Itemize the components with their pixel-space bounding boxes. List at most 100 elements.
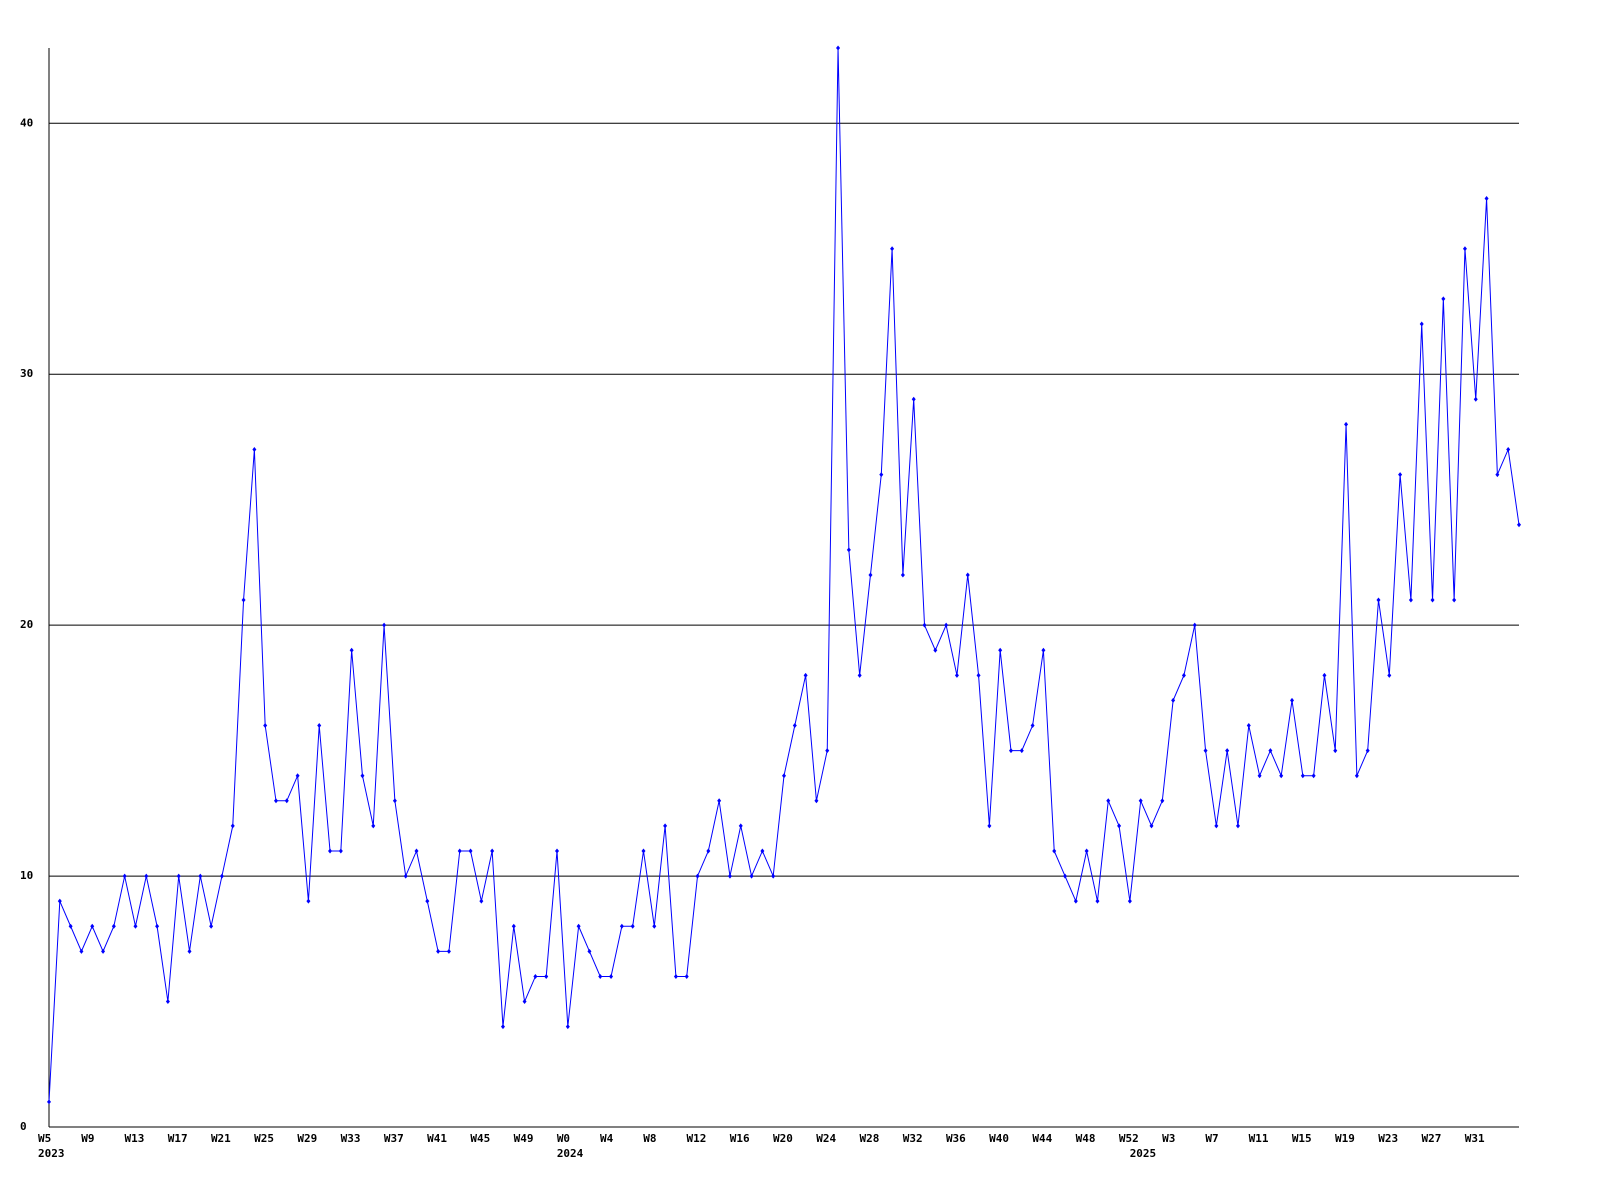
point-marker <box>706 848 711 854</box>
point-marker <box>511 923 516 929</box>
point-marker <box>209 923 214 929</box>
point-marker <box>1473 396 1478 402</box>
point-marker <box>836 45 841 51</box>
point-marker <box>771 873 776 879</box>
x-tick-label: W27 <box>1422 1132 1442 1145</box>
point-marker <box>198 873 203 879</box>
point-marker <box>641 848 646 854</box>
point-marker <box>1203 748 1208 754</box>
x-tick-label: W15 <box>1292 1132 1312 1145</box>
point-marker <box>155 923 160 929</box>
point-marker <box>90 923 95 929</box>
x-tick-label: W28 <box>859 1132 879 1145</box>
point-marker <box>403 873 408 879</box>
point-marker <box>349 647 354 653</box>
point-marker <box>1484 196 1489 202</box>
point-marker <box>263 723 268 729</box>
point-marker <box>1441 296 1446 302</box>
point-marker <box>695 873 700 879</box>
point-marker <box>425 898 430 904</box>
point-marker <box>1517 522 1521 528</box>
point-marker <box>457 848 462 854</box>
point-marker <box>382 622 387 628</box>
point-marker <box>1181 672 1186 678</box>
point-marker <box>468 848 473 854</box>
point-marker <box>1160 798 1165 804</box>
point-marker <box>1225 748 1230 754</box>
point-marker <box>1354 773 1359 779</box>
x-tick-label: W49 <box>514 1132 534 1145</box>
point-marker <box>1030 723 1035 729</box>
point-marker <box>630 923 635 929</box>
point-marker <box>1235 823 1240 829</box>
x-tick-label: W3 <box>1162 1132 1175 1145</box>
point-marker <box>219 873 224 879</box>
point-marker <box>998 647 1003 653</box>
point-marker <box>1117 823 1122 829</box>
point-marker <box>1300 773 1305 779</box>
point-marker <box>673 973 678 979</box>
y-tick-label: 20 <box>20 618 33 631</box>
x-tick-label: W36 <box>946 1132 966 1145</box>
point-marker <box>1365 748 1370 754</box>
point-marker <box>79 948 84 954</box>
point-marker <box>555 848 560 854</box>
point-marker <box>652 923 657 929</box>
point-marker <box>1041 647 1046 653</box>
point-marker <box>1311 773 1316 779</box>
point-marker <box>252 446 257 452</box>
point-marker <box>1419 321 1424 327</box>
point-marker <box>1246 723 1251 729</box>
x-tick-label: W48 <box>1076 1132 1096 1145</box>
point-marker <box>500 1024 505 1030</box>
x-tick-label: W23 <box>1378 1132 1398 1145</box>
point-marker <box>371 823 376 829</box>
x-tick-label: W8 <box>643 1132 656 1145</box>
point-marker <box>295 773 300 779</box>
point-marker <box>598 973 603 979</box>
x-tick-label: W41 <box>427 1132 447 1145</box>
point-marker <box>1106 798 1111 804</box>
point-marker <box>803 672 808 678</box>
x-tick-label: W33 <box>341 1132 361 1145</box>
point-marker <box>976 672 981 678</box>
point-marker <box>868 572 873 578</box>
point-marker <box>144 873 149 879</box>
point-marker <box>565 1024 570 1030</box>
point-marker <box>954 672 959 678</box>
x-tick-label: W31 <box>1465 1132 1485 1145</box>
point-marker <box>176 873 181 879</box>
point-marker <box>890 246 895 252</box>
point-marker <box>760 848 765 854</box>
point-marker <box>338 848 343 854</box>
point-marker <box>922 622 927 628</box>
point-marker <box>749 873 754 879</box>
point-marker <box>133 923 138 929</box>
point-marker <box>1376 597 1381 603</box>
point-marker <box>576 923 581 929</box>
point-marker <box>544 973 549 979</box>
point-marker <box>911 396 916 402</box>
point-marker <box>1387 672 1392 678</box>
point-marker <box>1452 597 1457 603</box>
point-marker <box>1268 748 1273 754</box>
point-marker <box>284 798 289 804</box>
x-tick-label: W13 <box>124 1132 144 1145</box>
year-label: 2023 <box>38 1147 65 1160</box>
y-tick-label: 30 <box>20 367 33 380</box>
point-marker <box>1214 823 1219 829</box>
x-tick-label: W44 <box>1032 1132 1052 1145</box>
year-label: 2025 <box>1130 1147 1157 1160</box>
point-marker <box>782 773 786 779</box>
point-marker <box>1073 898 1078 904</box>
point-marker <box>165 999 170 1005</box>
point-marker <box>1279 773 1284 779</box>
point-marker <box>317 723 322 729</box>
point-marker <box>609 973 614 979</box>
point-marker <box>727 873 732 879</box>
point-marker <box>619 923 624 929</box>
x-tick-label: W7 <box>1205 1132 1218 1145</box>
point-marker <box>1495 472 1500 478</box>
